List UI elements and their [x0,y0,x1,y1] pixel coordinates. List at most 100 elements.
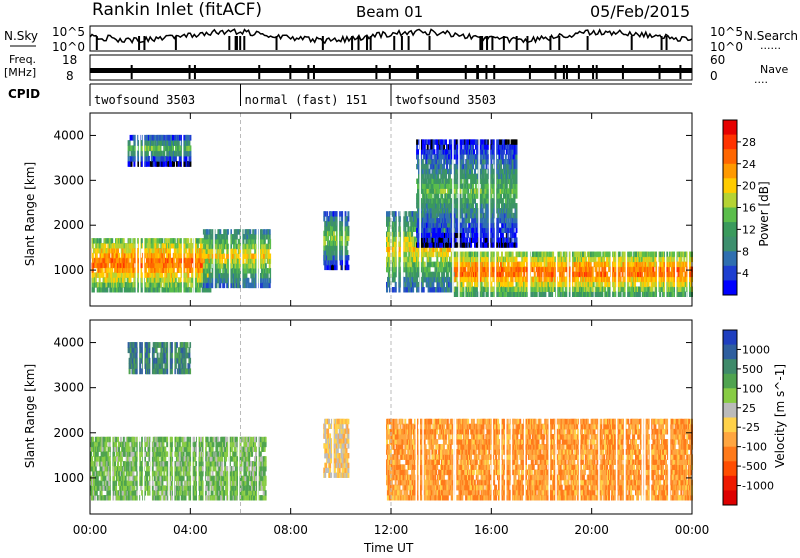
echo-cell [424,198,426,203]
echo-cell [592,272,594,278]
echo-cell [595,257,597,263]
echo-cell [482,277,484,283]
echo-cell [102,268,104,273]
echo-cell [620,277,622,283]
echo-cell [347,216,349,221]
echo-cell [673,257,675,263]
echo-cell [484,287,486,293]
echo-cell [462,287,464,293]
echo-cell [500,292,502,298]
echo-cell [112,287,114,292]
echo-cell [154,258,156,263]
echo-cell [176,253,178,258]
echo-cell [341,226,343,231]
echo-cell [641,277,643,283]
echo-cell [532,287,534,293]
echo-cell [682,262,684,268]
echo-cell [544,292,546,298]
echo-cell [415,252,417,258]
echo-cell [175,248,177,253]
echo-cell [394,277,396,283]
echo-cell [425,237,427,242]
echo-cell [485,252,487,258]
echo-cell [637,292,639,298]
echo-cell [592,267,594,273]
echo-cell [393,257,395,263]
echo-cell [203,268,205,273]
echo-cell [103,272,105,277]
echo-cell [94,238,96,243]
echo-cell [599,287,601,293]
echo-cell [412,242,414,248]
echo-cell [392,252,394,258]
freq-ytick-top-left: 18 [62,53,77,67]
echo-cell [600,272,602,278]
echo-cell [165,238,167,243]
echo-cell [388,252,390,258]
echo-cell [218,273,220,278]
echo-cell [409,257,411,263]
echo-cell [680,277,682,283]
echo-cell [552,267,554,273]
echo-cell [491,257,493,263]
echo-cell [252,229,254,234]
echo-cell [414,216,416,222]
echo-cell [105,282,107,287]
echo-cell [581,262,583,268]
noise-ytick-top-left: 10^5 [52,25,85,39]
echo-cell [412,237,414,243]
echo-cell [323,216,325,221]
echo-cell [649,272,651,278]
echo-cell [500,282,502,288]
echo-cell [404,226,406,232]
echo-cell [603,257,605,263]
echo-cell [96,253,98,258]
echo-cell [560,292,562,298]
echo-cell [549,257,551,263]
echo-cell [174,263,176,268]
echo-cell [579,282,581,288]
echo-cell [225,268,227,273]
echo-cell [435,252,437,258]
echo-cell [203,229,205,234]
echo-cell [113,263,115,268]
echo-cell [679,292,681,298]
echo-cell [347,211,349,216]
echo-cell [619,272,621,278]
echo-cell [461,282,463,288]
echo-cell [586,287,588,293]
echo-cell [133,277,135,282]
echo-cell [446,257,448,263]
echo-cell [580,292,582,298]
echo-cell [187,272,189,277]
echo-cell [108,248,110,253]
echo-cell [639,277,641,283]
echo-cell [206,278,208,283]
echo-cell [236,244,238,249]
echo-cell [437,267,439,273]
echo-cell [535,262,537,268]
echo-cell [175,277,177,282]
echo-cell [422,282,424,288]
echo-cell [689,287,691,293]
echo-cell [141,287,143,292]
echo-cell [145,243,147,248]
echo-cell [622,272,624,278]
echo-cell [628,272,630,278]
echo-cell [187,238,189,243]
echo-cell [118,287,120,292]
echo-cell [153,282,155,287]
echo-cell [659,292,661,298]
echo-cell [475,257,477,263]
echo-cell [677,267,679,273]
cpid-segment-0: twofsound 3503 [94,93,195,107]
echo-cell [443,272,445,278]
echo-cell [405,272,407,278]
echo-cell [178,140,180,146]
echo-cell [461,277,463,283]
echo-cell [245,273,247,278]
echo-cell [547,282,549,288]
echo-cell [247,278,249,283]
echo-cell [644,272,646,278]
date-label: 05/Feb/2015 [590,2,690,21]
